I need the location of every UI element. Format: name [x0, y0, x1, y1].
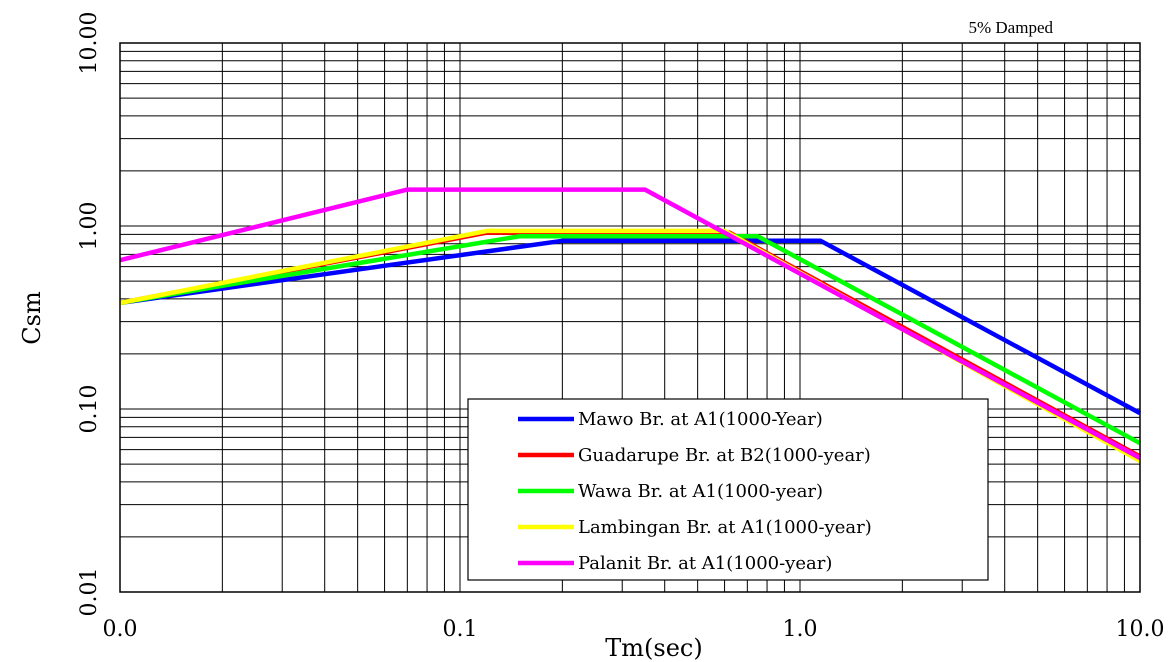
series-line: [119, 187, 1142, 460]
tick-labels: 0.0 0.1 1.0 10.0 0.01 0.10 1.00 10.00: [77, 12, 1164, 642]
legend-label: Lambingan Br. at A1(1000-year): [578, 517, 872, 538]
plot-frame: [119, 42, 1141, 593]
y-tick-label: 0.10: [77, 385, 102, 434]
damping-annotation: 5% Damped: [968, 18, 1053, 37]
legend-label: Guadarupe Br. at B2(1000-year): [578, 445, 871, 466]
x-tick-label: 0.0: [103, 617, 138, 642]
series-lines: [119, 187, 1142, 463]
y-tick-label: 1.00: [77, 202, 102, 251]
series-line: [119, 233, 1142, 446]
series-line: [119, 238, 1142, 416]
y-axis-title: Csm: [18, 291, 46, 345]
x-tick-label: 10.0: [1116, 617, 1165, 642]
legend: Mawo Br. at A1(1000-Year) Guadarupe Br. a…: [467, 398, 989, 581]
legend-label: Palanit Br. at A1(1000-year): [578, 553, 832, 574]
legend-label: Wawa Br. at A1(1000-year): [578, 481, 823, 502]
y-tick-label: 10.00: [77, 12, 102, 75]
x-tick-label: 1.0: [783, 617, 818, 642]
x-tick-label: 0.1: [443, 617, 478, 642]
x-axis-title: Tm(sec): [605, 634, 702, 662]
legend-label: Mawo Br. at A1(1000-Year): [578, 409, 823, 430]
y-tick-label: 0.01: [77, 568, 102, 617]
legend-items: Mawo Br. at A1(1000-Year) Guadarupe Br. a…: [518, 409, 872, 574]
